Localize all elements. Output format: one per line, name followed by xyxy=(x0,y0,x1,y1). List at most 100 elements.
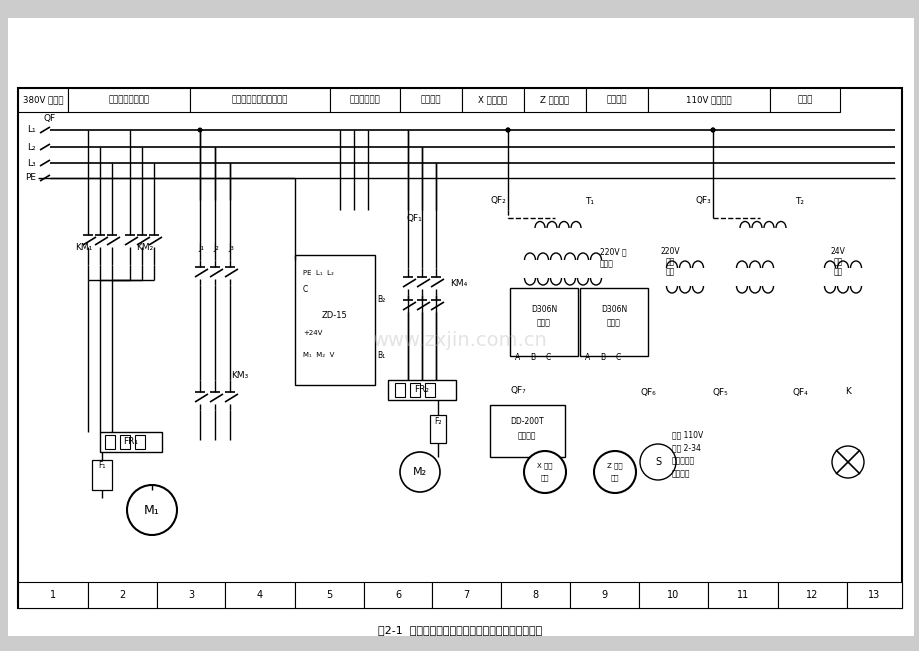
Text: C: C xyxy=(545,352,550,361)
Text: 驱动器: 驱动器 xyxy=(607,318,620,327)
Text: Z 步进电机: Z 步进电机 xyxy=(539,96,569,105)
Text: FR₁: FR₁ xyxy=(123,437,139,447)
Text: A: A xyxy=(515,352,520,361)
Text: F₂: F₂ xyxy=(434,417,441,426)
Bar xyxy=(461,88,524,112)
Text: 主轴三相交流电机制动器: 主轴三相交流电机制动器 xyxy=(232,96,288,105)
Bar xyxy=(119,435,130,449)
Text: 电机: 电机 xyxy=(610,475,618,481)
Circle shape xyxy=(505,128,510,133)
Bar xyxy=(769,88,839,112)
Text: 至图 2-34: 至图 2-34 xyxy=(671,443,700,452)
Text: 1: 1 xyxy=(50,590,56,600)
Text: B: B xyxy=(600,352,605,361)
Text: 380V 总开关: 380V 总开关 xyxy=(23,96,63,105)
Bar xyxy=(88,582,157,608)
Text: QF₄: QF₄ xyxy=(791,387,807,396)
Text: 12: 12 xyxy=(805,590,818,600)
Text: 驱动器: 驱动器 xyxy=(599,260,613,268)
Bar xyxy=(135,435,145,449)
Text: 10: 10 xyxy=(666,590,679,600)
Bar xyxy=(100,432,162,452)
Text: 至照: 至照 xyxy=(833,258,842,266)
Bar xyxy=(846,582,901,608)
Bar xyxy=(364,582,432,608)
Bar xyxy=(639,582,708,608)
Bar xyxy=(647,88,769,112)
Text: 24V: 24V xyxy=(830,247,845,256)
Bar xyxy=(509,288,577,356)
Text: Z 步进: Z 步进 xyxy=(607,463,622,469)
Bar xyxy=(432,582,501,608)
Text: 工作灯: 工作灯 xyxy=(797,96,811,105)
Circle shape xyxy=(594,451,635,493)
Bar xyxy=(501,582,570,608)
Text: 主轴三相交流电机: 主轴三相交流电机 xyxy=(108,96,149,105)
Bar xyxy=(490,405,564,457)
Text: D306N: D306N xyxy=(600,305,627,314)
Text: M₁  M₂  V: M₁ M₂ V xyxy=(302,352,334,358)
Text: 9: 9 xyxy=(601,590,607,600)
Text: 6: 6 xyxy=(394,590,401,600)
Text: QF₁: QF₁ xyxy=(406,214,423,223)
Text: J₂: J₂ xyxy=(213,243,219,253)
Circle shape xyxy=(831,446,863,478)
Text: KM₃: KM₃ xyxy=(231,370,248,380)
Text: 7: 7 xyxy=(463,590,469,600)
Text: D306N: D306N xyxy=(530,305,557,314)
Bar xyxy=(585,88,647,112)
Text: QF₆: QF₆ xyxy=(640,387,655,396)
Text: X 步进: X 步进 xyxy=(537,463,552,469)
Circle shape xyxy=(127,485,176,535)
Text: PE  L₁  L₂: PE L₁ L₂ xyxy=(302,270,334,276)
Text: 3: 3 xyxy=(187,590,194,600)
Text: ZD-15: ZD-15 xyxy=(322,311,347,320)
Text: C: C xyxy=(615,352,620,361)
Text: B: B xyxy=(530,352,535,361)
Text: L₁: L₁ xyxy=(28,126,36,135)
Circle shape xyxy=(505,128,510,133)
Text: M₂: M₂ xyxy=(413,467,426,477)
Text: QF₇: QF₇ xyxy=(509,385,526,395)
Circle shape xyxy=(640,444,675,480)
Text: 冷却水泵电机: 冷却水泵电机 xyxy=(349,96,380,105)
Bar xyxy=(225,582,295,608)
Bar xyxy=(190,88,330,112)
Text: 四个交流接: 四个交流接 xyxy=(671,456,695,465)
Text: 数控系统: 数控系统 xyxy=(420,96,441,105)
Bar xyxy=(295,582,364,608)
Text: 2: 2 xyxy=(119,590,126,600)
Text: 明灯: 明灯 xyxy=(833,268,842,277)
Bar xyxy=(425,383,435,397)
Text: 电机: 电机 xyxy=(540,475,549,481)
Text: 触器线圈: 触器线圈 xyxy=(671,469,690,478)
Bar xyxy=(92,460,112,490)
Text: B₂: B₂ xyxy=(377,296,385,305)
Text: C: C xyxy=(302,286,308,294)
Text: 110V 交流电源: 110V 交流电源 xyxy=(686,96,731,105)
Text: QF: QF xyxy=(44,113,56,122)
Circle shape xyxy=(198,128,202,133)
Circle shape xyxy=(709,128,715,133)
Text: FR₂: FR₂ xyxy=(414,385,429,395)
Text: QF₃: QF₃ xyxy=(695,195,710,204)
Text: S: S xyxy=(654,457,661,467)
Text: 220V: 220V xyxy=(660,247,679,256)
Text: KM₄: KM₄ xyxy=(449,279,467,288)
Text: F₁: F₁ xyxy=(98,460,106,469)
Bar xyxy=(18,88,901,608)
Circle shape xyxy=(524,451,565,493)
Bar xyxy=(18,88,68,112)
Text: www.zxjin.com.cn: www.zxjin.com.cn xyxy=(372,331,547,350)
Text: T₂: T₂ xyxy=(795,197,803,206)
Bar xyxy=(105,435,115,449)
Bar xyxy=(400,88,461,112)
Bar xyxy=(18,582,88,608)
Text: 11: 11 xyxy=(736,590,748,600)
Bar xyxy=(708,582,777,608)
Bar xyxy=(330,88,400,112)
Circle shape xyxy=(400,452,439,492)
Text: 220V 至: 220V 至 xyxy=(599,247,626,256)
Text: 13: 13 xyxy=(868,590,879,600)
Bar xyxy=(777,582,846,608)
